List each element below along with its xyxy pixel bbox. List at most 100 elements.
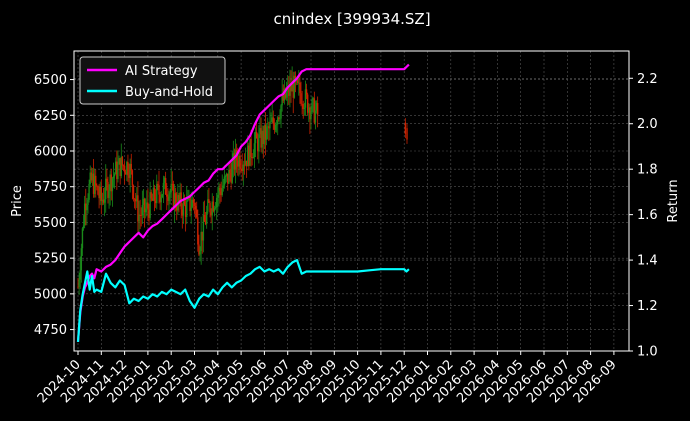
candle-body [238,155,240,167]
y-tick-label-right: 1.8 [637,163,658,178]
y-tick-label-left: 4750 [34,323,67,338]
y-axis-left-label: Price [10,185,25,217]
candle-body [207,199,209,212]
candle-body [108,190,110,198]
candle-body [271,117,273,122]
candle-body [128,175,130,178]
candle-body [229,169,231,174]
candle-body [213,208,216,212]
candle-body [314,110,317,123]
candle-body [79,270,81,280]
candle-body [225,173,228,177]
candle-body [120,156,122,177]
candle-body [240,168,242,170]
candle-body [97,186,99,195]
candle-body [198,244,200,255]
candle-body [298,82,300,84]
candle-body [282,94,284,101]
candle-body [154,200,157,204]
candle-body [186,200,188,218]
candle-body [313,98,316,123]
y-tick-label-right: 1.6 [637,208,658,223]
candle-body [203,214,206,222]
candle-body [101,199,104,202]
candle-body [263,125,266,145]
candle-body [228,169,230,184]
candle-body [89,172,91,184]
candle-body [88,183,90,200]
candle-body [281,94,283,106]
candle-body [218,187,220,195]
candle-body [110,174,112,192]
candle-body [234,149,237,170]
candle-body [130,163,132,171]
candle-body [121,156,124,166]
candle-body [113,174,116,177]
candle-body [406,128,408,140]
candle-body [125,172,127,175]
candle-body [193,202,196,206]
candle-body [264,125,267,140]
candle-body [305,89,308,95]
candle-body [122,165,125,167]
y-tick-label-left: 6500 [34,73,67,88]
candle-body [212,201,215,212]
candle-body [117,164,119,179]
candle-body [163,177,166,183]
candle-body [221,188,223,196]
candle-body [241,168,243,171]
candle-body [312,98,314,100]
candle-body [80,248,83,271]
candle-body [220,191,222,196]
candle-body [230,173,232,183]
y-tick-label-left: 5500 [34,216,67,231]
candle-body [194,205,197,210]
y-axis-right: 1.0 1.2 1.4 1.6 1.8 2.0 2.2 [629,72,658,360]
candle-body [404,122,407,134]
candle-body [87,199,89,205]
candle-body [275,124,278,126]
candle-body [242,164,245,171]
candle-body [178,195,180,202]
candle-body [106,178,108,182]
candle-body [269,121,271,129]
candle-body [118,158,120,165]
candle-body [278,117,280,120]
candle-body [119,158,121,177]
candle-body [134,198,137,202]
y-axis-left: 4750 5000 5250 5500 5750 6000 6250 6500 [34,73,74,338]
candle-body [201,231,203,241]
candle-body [190,207,192,211]
candle-body [147,202,149,210]
candle-body [93,175,96,194]
candle-body [123,165,126,173]
candle-body [149,192,151,218]
candle-body [92,173,95,194]
candle-body [156,184,158,204]
candle-body [166,194,168,197]
candle-body [131,170,134,186]
candle-body [86,204,88,211]
candle-body [150,192,152,199]
candle-body [174,193,177,207]
candle-body [285,92,288,98]
candle-body [261,130,263,148]
candle-body [141,205,144,216]
candle-body [217,194,219,198]
candle-body [85,203,87,211]
candle-body [111,178,114,192]
candle-body [159,194,161,203]
y-tick-label-right: 2.2 [637,72,658,87]
candle-body [248,145,250,166]
y-tick-label-left: 6250 [34,109,67,124]
candle-body [151,198,154,201]
candle-body [211,201,213,216]
candle-body [293,75,296,98]
return-lines [76,63,410,342]
y-axis-right-label: Return [666,179,681,222]
candle-body [103,199,106,203]
candle-body [99,186,101,199]
x-axis: 2024-102024-112024-122025-012025-022025-… [35,351,620,406]
candle-body [292,81,294,98]
